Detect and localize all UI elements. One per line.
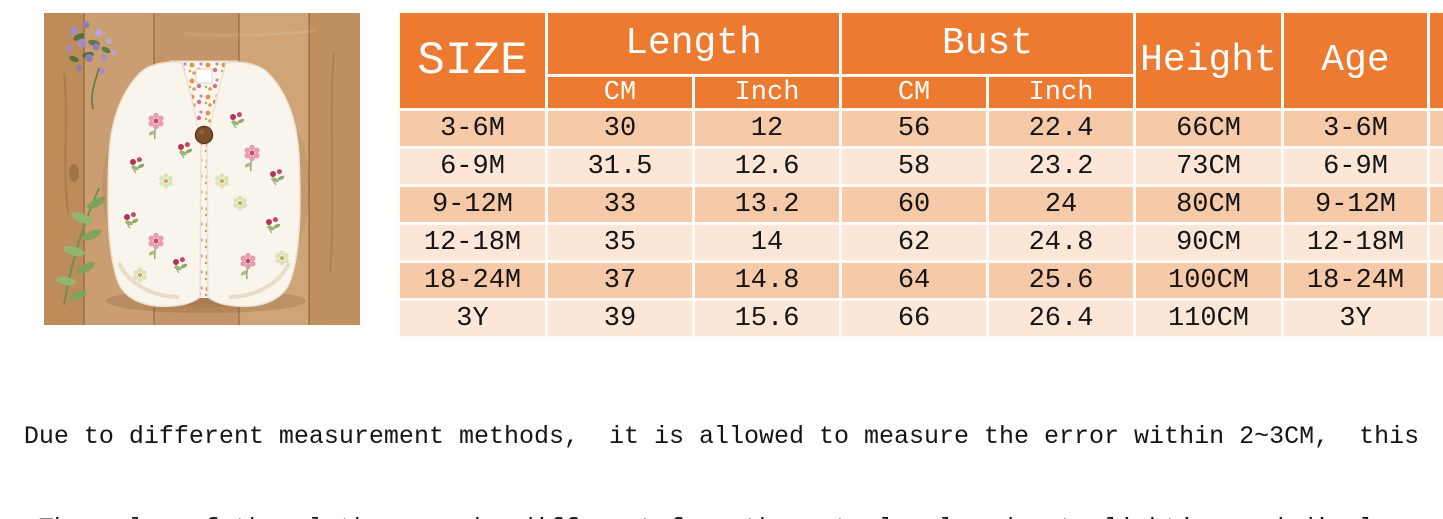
- cell-length-inch: 12.6: [691, 146, 843, 187]
- header-age: Age: [1281, 10, 1431, 111]
- cell-age: 3Y: [1281, 298, 1431, 339]
- vest-right-panel: [206, 61, 301, 308]
- header-size: SIZE: [397, 10, 548, 111]
- cell-size: 6-9M: [397, 146, 548, 187]
- cell-bust-inch: 23.2: [986, 146, 1137, 187]
- table-row: 3Y 39 15.6 66 26.4 110CM 3Y: [397, 298, 1443, 339]
- cell-age: 6-9M: [1281, 146, 1431, 187]
- purple-flowers-decoration: [66, 21, 117, 110]
- cell-age: 12-18M: [1281, 222, 1431, 263]
- cell-bust-inch: 25.6: [986, 260, 1137, 301]
- cell-length-cm: 31.5: [545, 146, 695, 187]
- cell-height: 110CM: [1133, 298, 1285, 339]
- cell-height: 73CM: [1133, 146, 1285, 187]
- cell-height: 66CM: [1133, 108, 1285, 149]
- header-length: Length: [544, 10, 843, 77]
- vest-left-panel: [107, 61, 202, 308]
- table-row: 12-18M 35 14 62 24.8 90CM 12-18M: [397, 222, 1443, 263]
- size-chart-table: SIZE Length Bust Height Age CM Inch CM I…: [397, 10, 1443, 339]
- cell-length-inch: 13.2: [691, 184, 843, 225]
- cell-length-inch: 14: [691, 222, 843, 263]
- measurement-note: Due to different measurement methods, it…: [0, 342, 1443, 519]
- cell-bust-cm: 64: [839, 260, 990, 301]
- cell-bust-inch: 24.8: [986, 222, 1137, 263]
- cell-bust-inch: 26.4: [986, 298, 1137, 339]
- cell-length-cm: 37: [545, 260, 695, 301]
- header-height: Height: [1133, 10, 1285, 111]
- cell-bust-cm: 66: [839, 298, 990, 339]
- cell-bust-inch: 22.4: [986, 108, 1137, 149]
- product-photo: [44, 13, 360, 325]
- cell-size: 3-6M: [397, 108, 548, 149]
- cell-length-cm: 35: [545, 222, 695, 263]
- table-row: 6-9M 31.5 12.6 58 23.2 73CM 6-9M: [397, 146, 1443, 187]
- cell-size: 9-12M: [397, 184, 548, 225]
- cell-length-cm: 30: [545, 108, 695, 149]
- cell-age: 18-24M: [1281, 260, 1431, 301]
- cell-bust-cm: 60: [839, 184, 990, 225]
- table-row: 3-6M 30 12 56 22.4 66CM 3-6M: [397, 108, 1443, 149]
- cropped-cell: [1427, 298, 1443, 339]
- cell-age: 3-6M: [1281, 108, 1431, 149]
- subheader-bust-inch: Inch: [986, 74, 1137, 111]
- cell-size: 3Y: [397, 298, 548, 339]
- cell-length-cm: 33: [545, 184, 695, 225]
- cell-bust-cm: 58: [839, 146, 990, 187]
- cell-length-inch: 15.6: [691, 298, 843, 339]
- cell-size: 12-18M: [397, 222, 548, 263]
- subheader-bust-cm: CM: [839, 74, 990, 111]
- cell-size: 18-24M: [397, 260, 548, 301]
- cropped-cell: [1427, 146, 1443, 187]
- header-bust: Bust: [839, 10, 1137, 77]
- vest-illustration: [102, 60, 310, 313]
- cell-length-inch: 12: [691, 108, 843, 149]
- subheader-length-cm: CM: [545, 74, 695, 111]
- cropped-cell: [1427, 260, 1443, 301]
- cell-height: 90CM: [1133, 222, 1285, 263]
- cropped-cell: [1427, 108, 1443, 149]
- cell-length-cm: 39: [545, 298, 695, 339]
- cell-height: 100CM: [1133, 260, 1285, 301]
- cell-height: 80CM: [1133, 184, 1285, 225]
- color-note: The color of the clothes may be differen…: [0, 434, 1443, 519]
- vest-button: [194, 125, 214, 145]
- cell-age: 9-12M: [1281, 184, 1431, 225]
- green-leaves-decoration: [56, 187, 105, 306]
- note-line: Due to different measurement methods, it…: [23, 422, 1420, 451]
- subheader-length-inch: Inch: [691, 74, 843, 111]
- cell-bust-cm: 62: [839, 222, 990, 263]
- cropped-cell: [1427, 184, 1443, 225]
- cropped-cell: [1427, 222, 1443, 263]
- cell-bust-inch: 24: [986, 184, 1137, 225]
- table-row: 9-12M 33 13.2 60 24 80CM 9-12M: [397, 184, 1443, 225]
- cell-length-inch: 14.8: [691, 260, 843, 301]
- cropped-column: [1427, 10, 1443, 111]
- table-row: 18-24M 37 14.8 64 25.6 100CM 18-24M: [397, 260, 1443, 301]
- cell-bust-cm: 56: [839, 108, 990, 149]
- note-line: The color of the clothes may be differen…: [0, 510, 1443, 519]
